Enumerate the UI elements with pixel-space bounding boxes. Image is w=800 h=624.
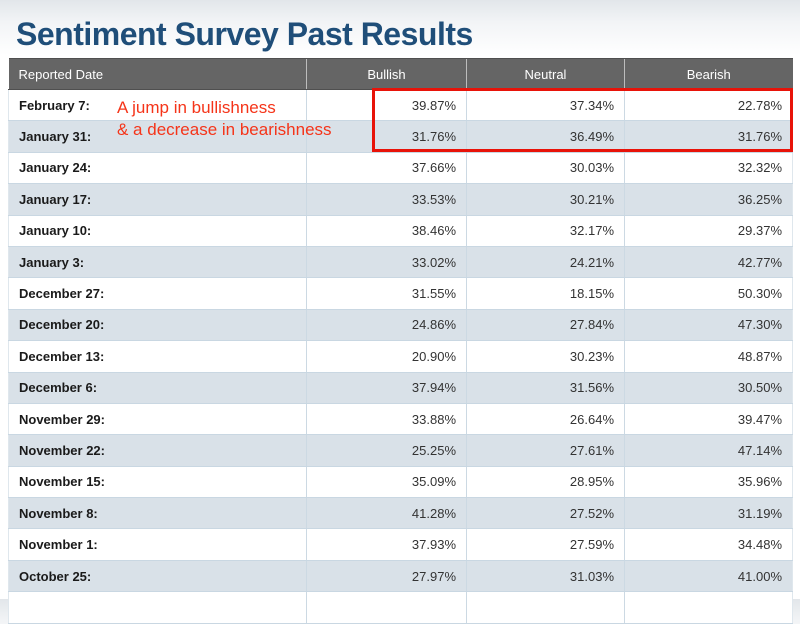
neutral-cell: 31.03% <box>466 560 625 593</box>
table-row: December 27: 31.55% 18.15% 50.30% <box>8 277 793 310</box>
table-header-row: Reported Date Bullish Neutral Bearish <box>8 58 793 90</box>
neutral-cell: 27.52% <box>466 497 625 530</box>
table-row: November 8: 41.28% 27.52% 31.19% <box>8 497 793 530</box>
column-header-bullish: Bullish <box>306 58 467 90</box>
annotation-text: A jump in bullishness & a decrease in be… <box>117 97 332 141</box>
table-row: January 3: 33.02% 24.21% 42.77% <box>8 246 793 279</box>
bullish-cell: 27.97% <box>306 560 467 593</box>
neutral-cell: 26.64% <box>466 403 625 436</box>
table-row: February 7: 39.87% 37.34% 22.78% <box>8 89 793 122</box>
bearish-cell: 41.00% <box>624 560 793 593</box>
bearish-cell: 47.14% <box>624 434 793 467</box>
bearish-cell: 39.47% <box>624 403 793 436</box>
bearish-cell: 31.19% <box>624 497 793 530</box>
neutral-cell: 37.34% <box>466 89 625 122</box>
date-cell: January 24: <box>8 152 307 185</box>
table-row: January 31: 31.76% 36.49% 31.76% <box>8 120 793 153</box>
neutral-cell: 28.95% <box>466 466 625 499</box>
table-row: October 25: 27.97% 31.03% 41.00% <box>8 560 793 593</box>
bearish-cell: 30.50% <box>624 372 793 404</box>
empty-cell <box>466 591 625 624</box>
neutral-cell: 36.49% <box>466 120 625 153</box>
bullish-cell: 38.46% <box>306 215 467 247</box>
neutral-cell: 27.59% <box>466 528 625 561</box>
bullish-cell: 33.02% <box>306 246 467 279</box>
empty-cell <box>8 591 307 624</box>
date-cell: November 1: <box>8 528 307 561</box>
annotation-line-1: A jump in bullishness <box>117 98 276 117</box>
bearish-cell: 32.32% <box>624 152 793 185</box>
bearish-cell: 22.78% <box>624 89 793 122</box>
table-row: January 10: 38.46% 32.17% 29.37% <box>8 215 793 247</box>
bullish-cell: 35.09% <box>306 466 467 499</box>
column-header-bearish: Bearish <box>624 58 793 90</box>
table-row: December 6: 37.94% 31.56% 30.50% <box>8 372 793 404</box>
bullish-cell: 25.25% <box>306 434 467 467</box>
bullish-cell: 33.53% <box>306 183 467 216</box>
bearish-cell: 36.25% <box>624 183 793 216</box>
neutral-cell: 31.56% <box>466 372 625 404</box>
date-cell: January 31: <box>8 120 307 153</box>
bearish-cell: 31.76% <box>624 120 793 153</box>
bearish-cell: 47.30% <box>624 309 793 342</box>
table-row: November 29: 33.88% 26.64% 39.47% <box>8 403 793 436</box>
date-cell: November 15: <box>8 466 307 499</box>
bullish-cell: 37.66% <box>306 152 467 185</box>
table-row-partial <box>8 591 793 624</box>
neutral-cell: 24.21% <box>466 246 625 279</box>
sentiment-results-table: Reported Date Bullish Neutral Bearish Fe… <box>8 58 793 624</box>
table-body: February 7: 39.87% 37.34% 22.78% January 31:… <box>8 89 793 624</box>
table-row: January 24: 37.66% 30.03% 32.32% <box>8 152 793 185</box>
neutral-cell: 30.03% <box>466 152 625 185</box>
column-header-reported-date: Reported Date <box>8 58 307 90</box>
neutral-cell: 27.84% <box>466 309 625 342</box>
bullish-cell: 33.88% <box>306 403 467 436</box>
empty-cell <box>624 591 793 624</box>
date-cell: November 22: <box>8 434 307 467</box>
date-cell: November 29: <box>8 403 307 436</box>
bullish-cell: 31.55% <box>306 277 467 310</box>
table-row: December 20: 24.86% 27.84% 47.30% <box>8 309 793 342</box>
date-cell: December 20: <box>8 309 307 342</box>
neutral-cell: 27.61% <box>466 434 625 467</box>
page-title: Sentiment Survey Past Results <box>16 16 473 52</box>
table-row: December 13: 20.90% 30.23% 48.87% <box>8 340 793 373</box>
date-cell: February 7: <box>8 89 307 122</box>
bullish-cell: 37.93% <box>306 528 467 561</box>
table-row: November 22: 25.25% 27.61% 47.14% <box>8 434 793 467</box>
bearish-cell: 50.30% <box>624 277 793 310</box>
bullish-cell: 31.76% <box>306 120 467 153</box>
table-row: November 15: 35.09% 28.95% 35.96% <box>8 466 793 499</box>
empty-cell <box>306 591 467 624</box>
bullish-cell: 41.28% <box>306 497 467 530</box>
date-cell: October 25: <box>8 560 307 593</box>
date-cell: January 10: <box>8 215 307 247</box>
table-row: November 1: 37.93% 27.59% 34.48% <box>8 528 793 561</box>
date-cell: January 3: <box>8 246 307 279</box>
date-cell: December 27: <box>8 277 307 310</box>
table-row: January 17: 33.53% 30.21% 36.25% <box>8 183 793 216</box>
bullish-cell: 37.94% <box>306 372 467 404</box>
neutral-cell: 30.23% <box>466 340 625 373</box>
column-header-neutral: Neutral <box>466 58 625 90</box>
sentiment-table: Reported Date Bullish Neutral Bearish Fe… <box>8 58 793 624</box>
bullish-cell: 39.87% <box>306 89 467 122</box>
bearish-cell: 34.48% <box>624 528 793 561</box>
neutral-cell: 30.21% <box>466 183 625 216</box>
date-cell: December 13: <box>8 340 307 373</box>
neutral-cell: 32.17% <box>466 215 625 247</box>
bearish-cell: 48.87% <box>624 340 793 373</box>
bearish-cell: 35.96% <box>624 466 793 499</box>
table-header: Reported Date Bullish Neutral Bearish <box>8 58 793 90</box>
bullish-cell: 24.86% <box>306 309 467 342</box>
bullish-cell: 20.90% <box>306 340 467 373</box>
annotation-line-2: & a decrease in bearishness <box>117 120 332 139</box>
bearish-cell: 29.37% <box>624 215 793 247</box>
bearish-cell: 42.77% <box>624 246 793 279</box>
date-cell: December 6: <box>8 372 307 404</box>
neutral-cell: 18.15% <box>466 277 625 310</box>
date-cell: January 17: <box>8 183 307 216</box>
date-cell: November 8: <box>8 497 307 530</box>
